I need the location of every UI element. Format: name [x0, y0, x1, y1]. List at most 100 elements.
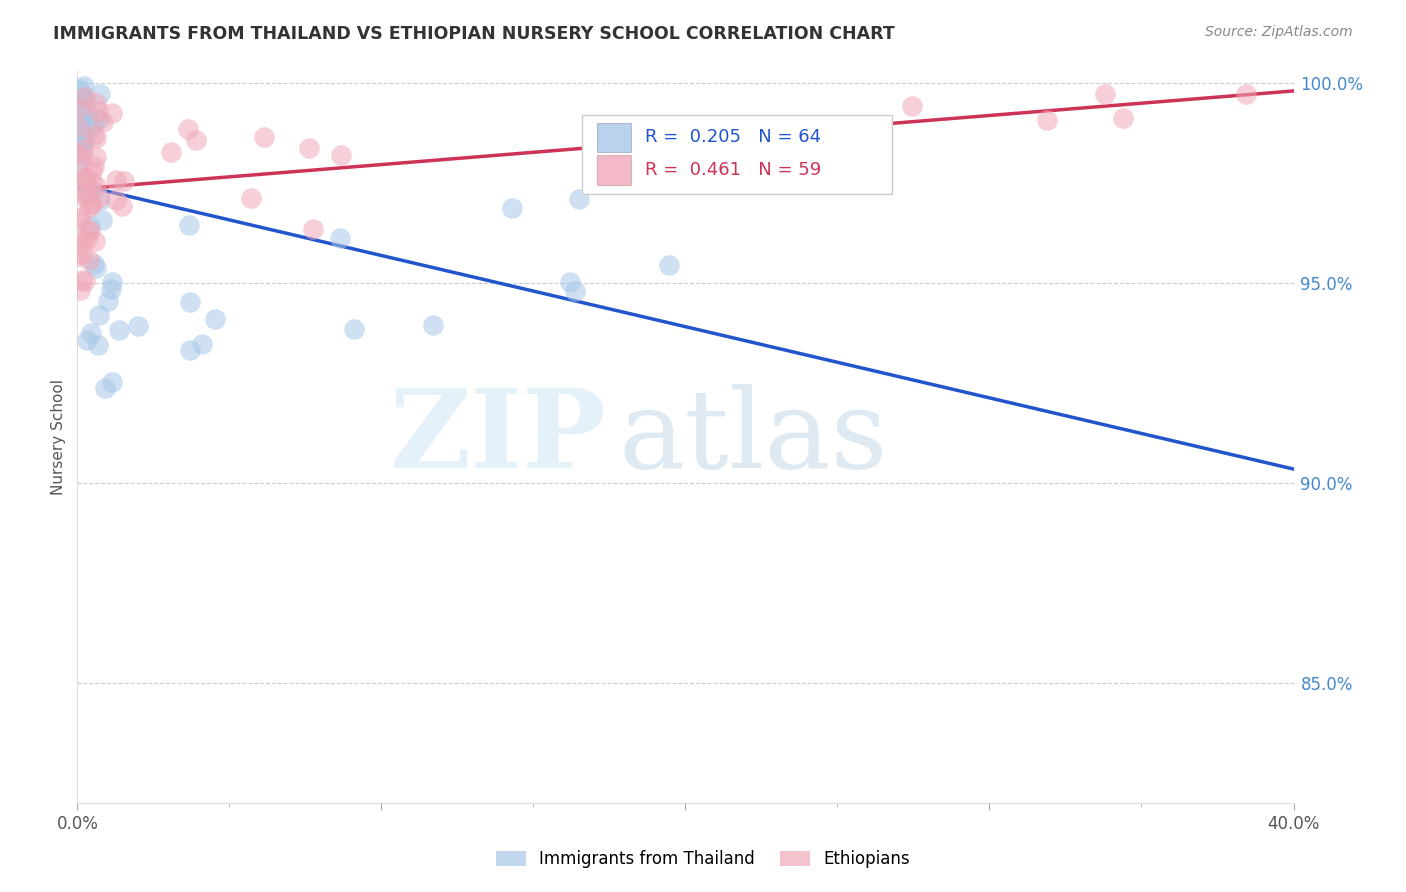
Point	[901, 99, 924, 113]
Bar	[596, 122, 631, 152]
Point	[564, 285, 586, 299]
Point	[66, 124, 89, 138]
Point	[69, 149, 91, 163]
Point	[73, 78, 96, 93]
Point	[69, 114, 91, 128]
Point	[69, 124, 91, 138]
Point	[100, 282, 122, 296]
Point	[69, 212, 91, 227]
Point	[75, 170, 97, 185]
Legend: Immigrants from Thailand, Ethiopians: Immigrants from Thailand, Ethiopians	[489, 844, 917, 875]
Point	[75, 111, 97, 125]
Point	[72, 93, 94, 107]
Point	[72, 147, 94, 161]
Point	[422, 318, 444, 332]
Point	[108, 323, 131, 337]
Point	[343, 322, 366, 336]
Point	[67, 136, 90, 150]
Point	[75, 274, 97, 288]
Point	[89, 308, 111, 322]
Point	[70, 273, 93, 287]
Point	[72, 233, 94, 247]
Point	[84, 130, 107, 145]
Point	[190, 336, 212, 351]
Point	[89, 87, 111, 101]
Point	[159, 145, 181, 159]
Point	[97, 294, 120, 309]
Point	[73, 101, 96, 115]
Point	[69, 81, 91, 95]
Point	[69, 155, 91, 169]
Point	[105, 194, 128, 208]
Point	[75, 184, 97, 198]
Point	[69, 112, 91, 126]
Point	[77, 252, 100, 267]
Point	[76, 333, 98, 347]
Point	[100, 106, 122, 120]
Point	[77, 186, 100, 201]
Point	[179, 343, 201, 358]
Point	[329, 231, 352, 245]
Y-axis label: Nursery School: Nursery School	[51, 379, 66, 495]
Point	[204, 312, 226, 326]
Point	[79, 219, 101, 233]
Point	[73, 135, 96, 149]
Point	[80, 197, 103, 211]
Point	[84, 150, 107, 164]
Point	[73, 90, 96, 104]
Point	[83, 257, 105, 271]
Text: R =  0.461   N = 59: R = 0.461 N = 59	[645, 161, 821, 179]
Point	[93, 381, 115, 395]
Point	[111, 199, 134, 213]
Text: Source: ZipAtlas.com: Source: ZipAtlas.com	[1205, 25, 1353, 39]
Text: atlas: atlas	[619, 384, 889, 491]
Point	[72, 247, 94, 261]
Point	[82, 120, 104, 134]
Point	[77, 200, 100, 214]
Point	[75, 172, 97, 186]
Point	[186, 133, 208, 147]
Point	[67, 101, 90, 115]
Point	[83, 159, 105, 173]
Point	[75, 110, 97, 124]
Point	[66, 120, 89, 134]
Point	[79, 224, 101, 238]
Point	[91, 115, 114, 129]
Point	[77, 108, 100, 122]
Point	[1112, 111, 1135, 125]
Point	[89, 193, 111, 207]
Point	[302, 222, 325, 236]
Point	[112, 174, 135, 188]
Point	[79, 326, 101, 340]
Point	[67, 120, 90, 134]
Point	[69, 85, 91, 99]
Point	[66, 105, 89, 120]
Point	[1094, 87, 1116, 101]
Point	[66, 238, 89, 252]
Point	[69, 186, 91, 200]
Text: ZIP: ZIP	[389, 384, 606, 491]
Point	[89, 112, 111, 126]
Point	[70, 174, 93, 188]
Point	[501, 201, 523, 215]
Point	[330, 148, 353, 162]
Text: R =  0.205   N = 64: R = 0.205 N = 64	[645, 128, 821, 146]
Point	[87, 190, 110, 204]
Point	[70, 126, 93, 140]
Point	[72, 142, 94, 156]
Point	[1036, 113, 1059, 128]
Point	[568, 192, 591, 206]
Point	[86, 179, 108, 194]
Point	[72, 133, 94, 147]
Point	[298, 141, 321, 155]
Point	[73, 93, 96, 107]
Point	[90, 212, 112, 227]
Point	[253, 130, 276, 145]
Point	[76, 192, 98, 206]
Bar	[596, 155, 631, 185]
Point	[84, 96, 107, 111]
Point	[84, 114, 107, 128]
Point	[87, 103, 110, 118]
Point	[66, 147, 89, 161]
Point	[69, 169, 91, 183]
